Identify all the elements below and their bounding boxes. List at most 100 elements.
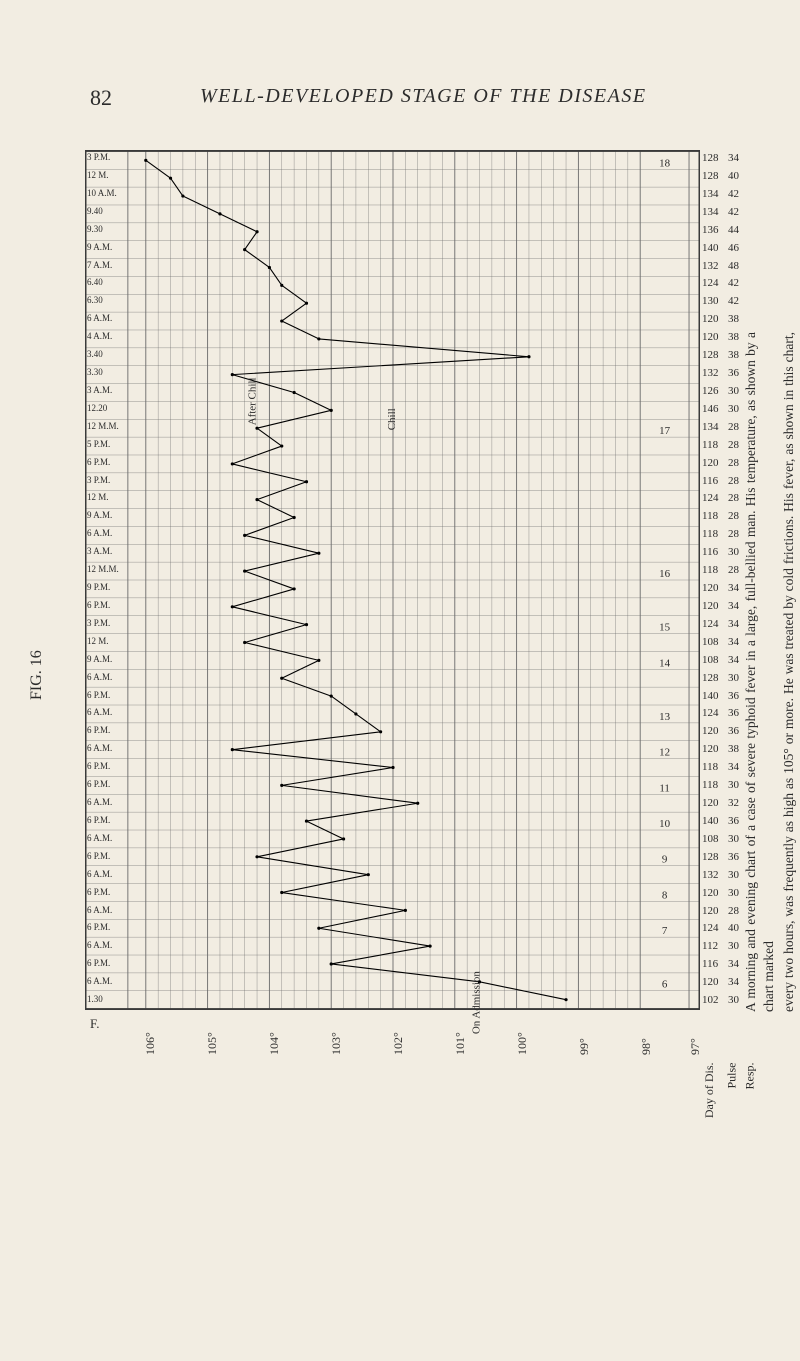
caption-line-1: A morning and evening chart of a case of… (743, 332, 776, 1012)
svg-text:On Admission: On Admission (471, 971, 483, 1035)
resp-value: 30 (728, 672, 739, 684)
svg-text:15: 15 (659, 622, 670, 634)
svg-text:10: 10 (659, 818, 670, 830)
pulse-value: 128 (702, 170, 719, 182)
temp-scale-value: 103° (329, 1032, 344, 1055)
resp-value: 38 (728, 743, 739, 755)
resp-value: 32 (728, 797, 739, 809)
pulse-value: 118 (702, 528, 718, 540)
figure-caption: A morning and evening chart of a case of… (742, 332, 800, 1012)
resp-label: Resp. (743, 1063, 758, 1090)
pulse-value: 140 (702, 815, 719, 827)
pulse-value: 112 (702, 940, 718, 952)
day-of-dis-label: Day of Dis. (703, 1063, 718, 1119)
resp-value: 34 (728, 618, 739, 630)
temp-scale-value: 102° (391, 1032, 406, 1055)
temperature-chart: 6789101112131415161718On AdmissionChillA… (85, 150, 700, 1010)
pulse-value: 116 (702, 546, 718, 558)
pulse-value: 118 (702, 761, 718, 773)
resp-value: 28 (728, 905, 739, 917)
resp-value: 40 (728, 922, 739, 934)
resp-value: 36 (728, 725, 739, 737)
pulse-value: 108 (702, 833, 719, 845)
pulse-value: 128 (702, 349, 719, 361)
svg-text:14: 14 (659, 657, 670, 669)
pulse-value: 120 (702, 582, 719, 594)
pulse-label: Pulse (725, 1063, 740, 1089)
resp-value: 42 (728, 188, 739, 200)
resp-value: 28 (728, 421, 739, 433)
svg-text:8: 8 (662, 889, 668, 901)
pulse-value: 120 (702, 457, 719, 469)
resp-value: 30 (728, 940, 739, 952)
pulse-value: 108 (702, 654, 719, 666)
svg-text:18: 18 (659, 157, 670, 169)
resp-value: 42 (728, 206, 739, 218)
resp-value: 30 (728, 779, 739, 791)
temp-scale-value: 99° (577, 1038, 592, 1055)
temp-scale-value: 97° (688, 1038, 703, 1055)
temp-scale-value: 104° (267, 1032, 282, 1055)
resp-value: 38 (728, 349, 739, 361)
svg-text:6: 6 (662, 979, 668, 991)
resp-value: 34 (728, 600, 739, 612)
resp-value: 34 (728, 654, 739, 666)
page-number: 82 (90, 85, 112, 111)
fahrenheit-label: F. (90, 1016, 99, 1032)
pulse-value: 124 (702, 922, 719, 934)
resp-value: 28 (728, 510, 739, 522)
resp-value: 34 (728, 976, 739, 988)
resp-value: 36 (728, 707, 739, 719)
running-title: WELL-DEVELOPED STAGE OF THE DISEASE (200, 85, 647, 108)
pulse-value: 134 (702, 188, 719, 200)
resp-value: 30 (728, 385, 739, 397)
pulse-value: 124 (702, 707, 719, 719)
resp-value: 38 (728, 331, 739, 343)
temp-scale-value: 101° (453, 1032, 468, 1055)
pulse-value: 134 (702, 421, 719, 433)
resp-value: 40 (728, 170, 739, 182)
resp-value: 30 (728, 833, 739, 845)
resp-value: 34 (728, 152, 739, 164)
pulse-value: 130 (702, 295, 719, 307)
resp-value: 36 (728, 815, 739, 827)
pulse-value: 120 (702, 725, 719, 737)
pulse-value: 120 (702, 743, 719, 755)
resp-value: 28 (728, 564, 739, 576)
pulse-value: 136 (702, 224, 719, 236)
pulse-value: 124 (702, 277, 719, 289)
pulse-value: 118 (702, 564, 718, 576)
pulse-value: 146 (702, 403, 719, 415)
pulse-value: 118 (702, 439, 718, 451)
resp-value: 42 (728, 295, 739, 307)
pulse-value: 134 (702, 206, 719, 218)
svg-text:7: 7 (662, 925, 668, 937)
pulse-value: 124 (702, 618, 719, 630)
svg-text:Chill: Chill (386, 408, 398, 430)
pulse-value: 128 (702, 672, 719, 684)
caption-line-2: every two hours, was frequently as high … (780, 332, 800, 1012)
resp-value: 48 (728, 260, 739, 272)
svg-text:16: 16 (659, 568, 670, 580)
svg-text:11: 11 (659, 782, 670, 794)
pulse-value: 132 (702, 367, 719, 379)
pulse-value: 120 (702, 331, 719, 343)
pulse-value: 124 (702, 492, 719, 504)
pulse-value: 116 (702, 475, 718, 487)
figure-label: FIG. 16 (28, 650, 46, 700)
pulse-value: 126 (702, 385, 719, 397)
temp-scale-value: 105° (205, 1032, 220, 1055)
svg-text:17: 17 (659, 425, 670, 437)
resp-value: 44 (728, 224, 739, 236)
resp-value: 30 (728, 403, 739, 415)
pulse-value: 140 (702, 690, 719, 702)
resp-value: 34 (728, 761, 739, 773)
pulse-value: 102 (702, 994, 719, 1006)
pulse-value: 118 (702, 779, 718, 791)
pulse-value: 120 (702, 976, 719, 988)
resp-value: 34 (728, 636, 739, 648)
resp-value: 38 (728, 313, 739, 325)
resp-value: 34 (728, 958, 739, 970)
resp-value: 28 (728, 528, 739, 540)
pulse-value: 120 (702, 905, 719, 917)
